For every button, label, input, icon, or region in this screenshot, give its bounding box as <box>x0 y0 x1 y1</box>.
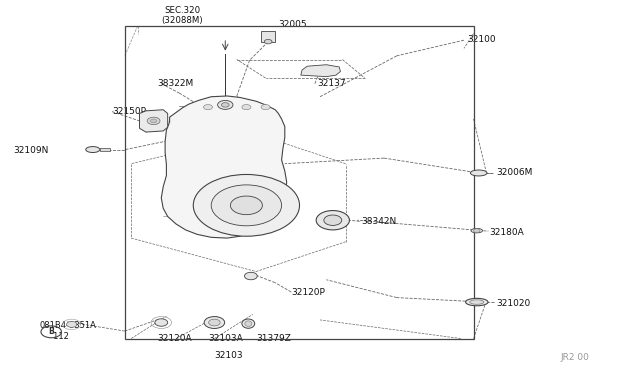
Text: 32109N: 32109N <box>13 146 48 155</box>
Ellipse shape <box>244 321 252 327</box>
Circle shape <box>324 215 342 225</box>
Ellipse shape <box>470 170 487 176</box>
Text: 32100: 32100 <box>467 35 496 44</box>
Circle shape <box>209 319 220 326</box>
Circle shape <box>316 211 349 230</box>
Text: 32006M: 32006M <box>496 169 532 177</box>
Text: 32150P: 32150P <box>112 107 146 116</box>
Circle shape <box>147 117 160 125</box>
Text: JR2 00: JR2 00 <box>560 353 589 362</box>
Text: 32180A: 32180A <box>490 228 524 237</box>
Ellipse shape <box>470 300 484 304</box>
Circle shape <box>155 319 168 326</box>
Circle shape <box>474 229 480 232</box>
Text: 32120A: 32120A <box>157 334 191 343</box>
Circle shape <box>211 185 282 226</box>
Circle shape <box>204 105 212 110</box>
Text: 32103A: 32103A <box>208 334 243 343</box>
Ellipse shape <box>86 147 100 153</box>
Text: 32103: 32103 <box>214 351 243 360</box>
Polygon shape <box>140 110 168 132</box>
Text: 31379Z: 31379Z <box>256 334 291 343</box>
Bar <box>100 148 110 151</box>
Bar <box>261 31 275 42</box>
Circle shape <box>264 39 272 44</box>
Circle shape <box>230 196 262 215</box>
Circle shape <box>261 105 270 110</box>
Ellipse shape <box>471 228 483 233</box>
Circle shape <box>204 317 225 328</box>
Circle shape <box>67 321 77 327</box>
Text: 32120P: 32120P <box>291 288 325 296</box>
Text: 38342N: 38342N <box>362 217 397 226</box>
Text: 321020: 321020 <box>496 299 531 308</box>
Polygon shape <box>301 65 340 77</box>
Text: B: B <box>49 327 54 336</box>
Circle shape <box>221 103 229 107</box>
Circle shape <box>242 105 251 110</box>
Text: 32137: 32137 <box>317 79 346 88</box>
Text: 38322M: 38322M <box>157 79 193 88</box>
Circle shape <box>193 174 300 236</box>
Circle shape <box>150 119 157 123</box>
Text: SEC.320
(32088M): SEC.320 (32088M) <box>161 6 204 25</box>
Circle shape <box>244 272 257 280</box>
Ellipse shape <box>242 319 255 328</box>
Circle shape <box>218 100 233 109</box>
Polygon shape <box>161 96 287 238</box>
Bar <box>125 26 474 339</box>
Text: 32005: 32005 <box>278 20 307 29</box>
Ellipse shape <box>466 298 488 306</box>
Text: 081B4-0351A
     112: 081B4-0351A 112 <box>40 321 97 341</box>
